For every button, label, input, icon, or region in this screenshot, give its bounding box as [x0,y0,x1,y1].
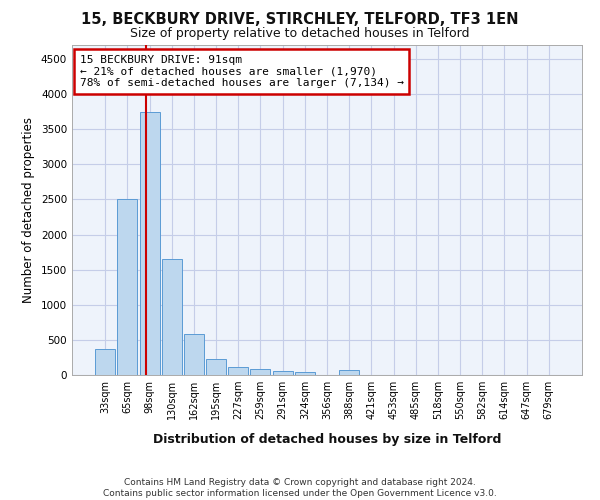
Bar [295,372,315,375]
Bar [339,370,359,375]
Bar [95,349,115,375]
Bar [206,359,226,375]
Bar [228,367,248,375]
Bar [184,334,204,375]
Text: 15 BECKBURY DRIVE: 91sqm
← 21% of detached houses are smaller (1,970)
78% of sem: 15 BECKBURY DRIVE: 91sqm ← 21% of detach… [80,55,404,88]
Text: Size of property relative to detached houses in Telford: Size of property relative to detached ho… [130,28,470,40]
Text: Distribution of detached houses by size in Telford: Distribution of detached houses by size … [153,432,501,446]
Bar [162,259,182,375]
Bar [250,370,271,375]
Text: Contains HM Land Registry data © Crown copyright and database right 2024.
Contai: Contains HM Land Registry data © Crown c… [103,478,497,498]
Text: 15, BECKBURY DRIVE, STIRCHLEY, TELFORD, TF3 1EN: 15, BECKBURY DRIVE, STIRCHLEY, TELFORD, … [81,12,519,28]
Y-axis label: Number of detached properties: Number of detached properties [22,117,35,303]
Bar [140,112,160,375]
Bar [118,200,137,375]
Bar [272,371,293,375]
